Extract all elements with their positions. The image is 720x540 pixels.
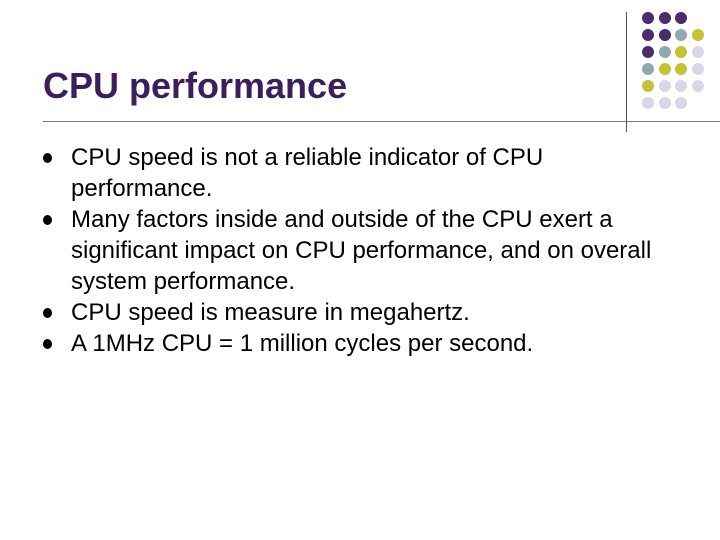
bullet-text: CPU speed is measure in megahertz. [71,299,470,326]
bullet-text: CPU speed is not a reliable indicator of… [71,144,544,202]
bullet-list: CPU speed is not a reliable indicator of… [43,142,663,359]
decorative-dot [691,29,704,41]
title-underline [43,121,720,122]
decorative-dot [642,63,654,75]
decorative-dot [658,46,671,58]
decorative-dot [642,97,654,109]
decorative-dot [658,97,671,109]
decorative-dot [675,63,687,75]
bullet-item: CPU speed is measure in megahertz. [43,297,663,328]
decorative-dot [675,97,687,109]
bullet-icon [43,339,52,349]
bullet-icon [43,215,52,225]
decorative-dot [642,80,654,92]
decorative-dot [675,29,687,41]
slide-title: CPU performance [43,65,348,106]
bullet-text: Many factors inside and outside of the C… [71,206,652,295]
decorative-dot [642,12,654,24]
decorative-dot [691,80,704,92]
decorative-dot-grid [634,10,720,120]
decorative-dot [691,63,704,75]
bullet-text: A 1MHz CPU = 1 million cycles per second… [71,330,534,357]
corner-divider [626,12,627,132]
decorative-dot [658,29,671,41]
decorative-dot [658,63,671,75]
decorative-dot [642,29,654,41]
bullet-item: Many factors inside and outside of the C… [43,204,663,297]
bullet-item: A 1MHz CPU = 1 million cycles per second… [43,328,663,359]
decorative-dot [658,12,671,24]
bullet-item: CPU speed is not a reliable indicator of… [43,142,663,204]
decorative-dot [691,46,704,58]
decorative-dot [642,46,654,58]
decorative-dot [675,46,687,58]
decorative-dot [675,80,687,92]
bullet-icon [43,308,52,318]
bullet-icon [43,153,52,163]
decorative-dot [675,12,687,24]
decorative-dot [658,80,671,92]
